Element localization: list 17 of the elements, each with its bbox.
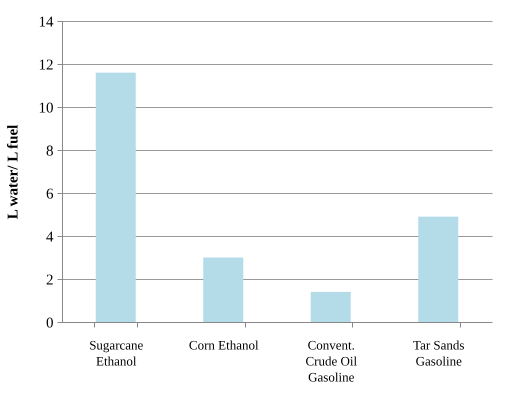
y-tick-label: 10 — [38, 100, 54, 116]
x-tick-label: Tar Sands Gasoline — [413, 338, 464, 368]
bar — [203, 258, 244, 322]
y-tick-label: 14 — [38, 14, 54, 30]
x-tick-label: Sugarcane Ethanol — [89, 338, 144, 368]
x-tick-label: Corn Ethanol — [188, 338, 259, 352]
y-tick-label: 8 — [46, 144, 54, 160]
y-tick-label: 12 — [38, 58, 54, 74]
y-tick-label: 4 — [46, 230, 54, 246]
y-tick-label: 2 — [46, 272, 54, 288]
x-tick-label: Convent. Crude Oil Gasoline — [305, 338, 358, 384]
bar — [96, 72, 136, 322]
y-axis-title: L water/ L fuel — [6, 124, 22, 220]
y-tick-label: 6 — [46, 186, 54, 202]
bar — [418, 216, 458, 322]
y-tick-label: 0 — [46, 316, 54, 332]
bar — [310, 292, 351, 322]
